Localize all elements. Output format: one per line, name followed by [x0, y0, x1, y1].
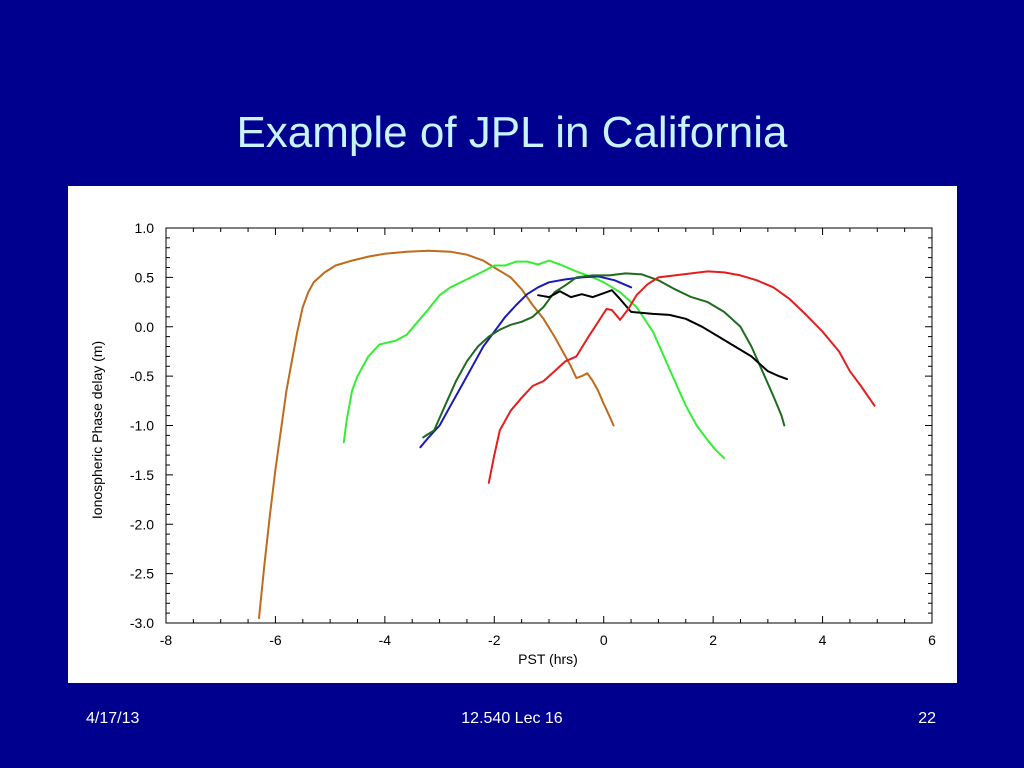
x-tick-label: 0 — [600, 632, 608, 648]
x-tick-label: 2 — [709, 632, 717, 648]
line-chart: -8 -6 -4 -2 0 2 4 6 1.0 0.5 0.0 -0.5 -1.0 -1.5 -2.0 -2.… — [89, 220, 936, 667]
series-line-4 — [422, 272, 786, 439]
series-layer — [258, 249, 876, 620]
series-line-1 — [258, 249, 615, 620]
y-tick-label: -1.0 — [130, 418, 154, 434]
series-line-5 — [537, 289, 788, 381]
y-tick-label: -0.5 — [130, 368, 154, 384]
footer-course: 12.540 Lec 16 — [461, 710, 563, 727]
y-tick-label: -1.5 — [130, 467, 154, 483]
series-line-6 — [487, 270, 876, 484]
x-tick-label: 6 — [928, 632, 936, 648]
footer-date: 4/17/13 — [86, 710, 140, 727]
series-line-2 — [342, 259, 726, 460]
x-tick-label: -8 — [160, 632, 173, 648]
x-tick-label: -2 — [488, 632, 501, 648]
y-tick-label: 1.0 — [135, 220, 155, 236]
chart-panel: -8 -6 -4 -2 0 2 4 6 1.0 0.5 0.0 -0.5 -1.0 -1.5 -2.0 -2.… — [68, 186, 957, 683]
y-tick-label: -2.0 — [130, 516, 154, 532]
y-tick-label: 0.0 — [135, 319, 155, 335]
x-tick-label: -4 — [379, 632, 392, 648]
slide-title: Example of JPL in California — [236, 108, 788, 157]
y-tick-label: -3.0 — [130, 615, 154, 631]
series-line-3 — [419, 275, 633, 449]
x-tick-label: 4 — [819, 632, 827, 648]
y-tick-label: -2.5 — [130, 566, 154, 582]
x-axis-label: PST (hrs) — [518, 651, 578, 667]
y-tick-label: 0.5 — [135, 269, 155, 285]
x-tick-label: -6 — [269, 632, 282, 648]
axes-layer: -8 -6 -4 -2 0 2 4 6 1.0 0.5 0.0 -0.5 -1.0 -1.5 -2.0 -2.… — [130, 220, 936, 648]
footer-page-number: 22 — [918, 710, 936, 727]
y-axis-label: Ionospheric Phase delay (m) — [89, 341, 105, 519]
